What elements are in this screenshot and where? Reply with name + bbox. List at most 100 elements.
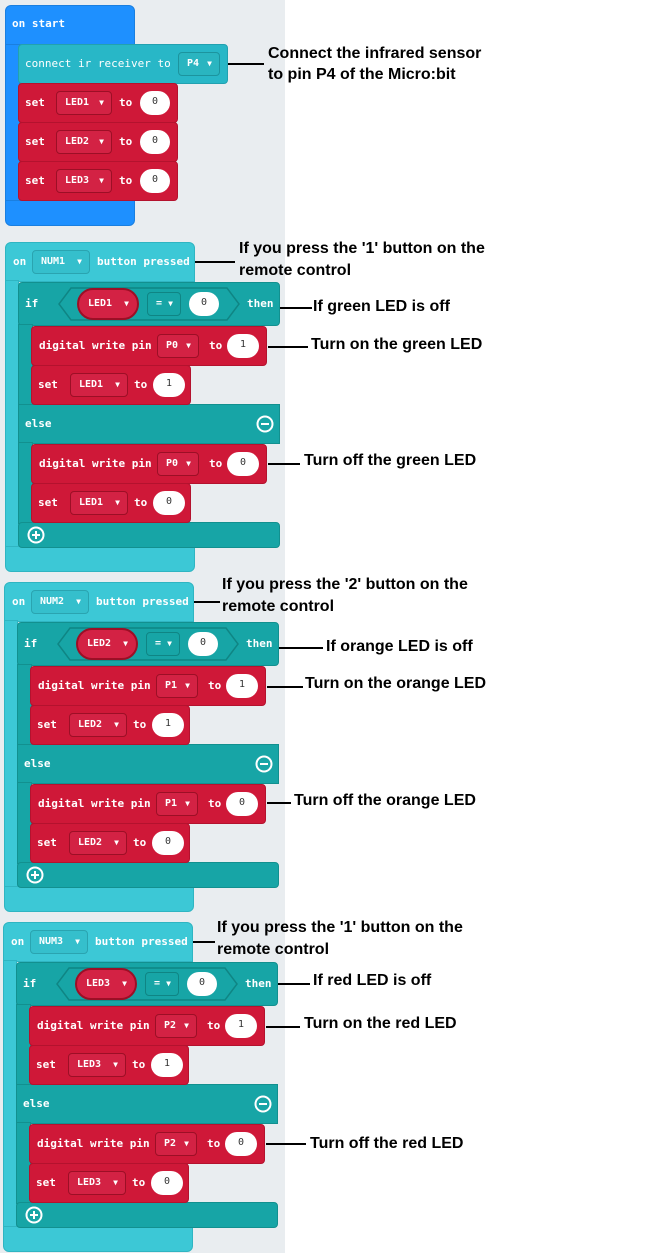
to-keyword: to [132, 1058, 146, 1071]
connector-line [267, 686, 303, 688]
connector-line [193, 941, 215, 943]
turn-on-annotation: Turn on the red LED [304, 1015, 494, 1035]
on-keyword: on [13, 255, 27, 268]
to-keyword: to [119, 174, 133, 187]
annotation-text: If orange LED is off [326, 638, 473, 655]
condition-variable-pill[interactable]: LED1 ▼ [77, 288, 139, 320]
to-keyword: to [134, 378, 148, 391]
else-keyword: else [24, 757, 51, 770]
caret-down-icon: ▼ [186, 459, 191, 468]
set-keyword: set [37, 836, 57, 849]
num3-annotation: If you press the '1' button on the remot… [217, 919, 487, 959]
annotation-text: Turn off the orange LED [294, 792, 476, 809]
pin-dropdown[interactable]: P0 ▼ [157, 452, 199, 476]
variable-dropdown[interactable]: LED2 ▼ [56, 130, 112, 154]
to-keyword: to [133, 836, 147, 849]
variable-dropdown[interactable]: LED1 ▼ [70, 373, 128, 397]
to-keyword: to [133, 718, 147, 731]
plus-circle-icon[interactable] [25, 1206, 43, 1224]
value-input[interactable]: 1 [153, 373, 185, 397]
operator-dropdown[interactable]: = ▼ [147, 292, 181, 316]
caret-down-icon: ▼ [99, 176, 104, 185]
plus-circle-icon[interactable] [26, 866, 44, 884]
variable-dropdown[interactable]: LED2 ▼ [69, 713, 127, 737]
caret-down-icon: ▼ [77, 257, 82, 266]
plus-circle-icon[interactable] [27, 526, 45, 544]
value-input[interactable]: 1 [152, 713, 184, 737]
digital-write-label: digital write pin [37, 1019, 150, 1032]
pin-dropdown[interactable]: P2 ▼ [155, 1014, 197, 1038]
operator-dropdown[interactable]: = ▼ [146, 632, 180, 656]
else-row [18, 404, 280, 444]
value-input[interactable]: 0 [140, 130, 170, 154]
minus-circle-icon[interactable] [256, 415, 274, 433]
annotation-text: remote control [222, 598, 335, 615]
variable-dropdown[interactable]: LED1 ▼ [56, 91, 112, 115]
condition-variable-pill[interactable]: LED2 ▼ [76, 628, 138, 660]
minus-circle-icon[interactable] [254, 1095, 272, 1113]
value-input[interactable]: 0 [152, 831, 184, 855]
on-keyword: on [12, 595, 26, 608]
value-input[interactable]: 1 [226, 674, 258, 698]
pin-dropdown[interactable]: P1 ▼ [156, 674, 198, 698]
set-keyword: set [38, 496, 58, 509]
value-input[interactable]: 1 [227, 334, 259, 358]
connect-annotation: Connect the infrared sensor to pin P4 of… [268, 45, 508, 85]
if-keyword: if [24, 637, 38, 650]
condition-value-input[interactable]: 0 [189, 292, 219, 316]
button-dropdown[interactable]: NUM3 ▼ [30, 930, 88, 954]
set-keyword: set [25, 174, 45, 187]
value-input[interactable]: 1 [151, 1053, 183, 1077]
value-input[interactable]: 0 [140, 91, 170, 115]
else-keyword: else [25, 417, 52, 430]
button-pressed-handler[interactable]: on NUM1 ▼ button pressed if LED1 ▼ = ▼ 0 t… [5, 242, 285, 574]
connector-line [266, 1143, 306, 1145]
value-input[interactable]: 1 [225, 1014, 257, 1038]
value-input[interactable]: 0 [225, 1132, 257, 1156]
annotation-text: If red LED is off [313, 972, 432, 989]
caret-down-icon: ▼ [113, 1060, 118, 1069]
variable-dropdown[interactable]: LED1 ▼ [70, 491, 128, 515]
operator-dropdown[interactable]: = ▼ [145, 972, 179, 996]
caret-down-icon: ▼ [114, 720, 119, 729]
caret-down-icon: ▼ [124, 299, 129, 308]
annotation-text: If you press the '2' button on the [222, 576, 468, 593]
on-start-label: on start [12, 17, 65, 30]
value-input[interactable]: 0 [140, 169, 170, 193]
to-keyword: to [208, 679, 222, 692]
condition-variable-pill[interactable]: LED3 ▼ [75, 968, 137, 1000]
caret-down-icon: ▼ [115, 380, 120, 389]
condition-value-input[interactable]: 0 [188, 632, 218, 656]
then-keyword: then [247, 297, 274, 310]
caret-down-icon: ▼ [114, 838, 119, 847]
annotation-text: Turn off the red LED [310, 1135, 464, 1152]
then-keyword: then [245, 977, 272, 990]
variable-dropdown[interactable]: LED3 ▼ [68, 1053, 126, 1077]
value-input[interactable]: 0 [227, 452, 259, 476]
value-input[interactable]: 0 [153, 491, 185, 515]
connect-pin-dropdown[interactable]: P4 ▼ [178, 52, 220, 76]
connector-line [195, 261, 235, 263]
condition-value-input[interactable]: 0 [187, 972, 217, 996]
pin-dropdown[interactable]: P1 ▼ [156, 792, 198, 816]
connect-ir-label: connect ir receiver to [25, 57, 171, 70]
annotation-text: Connect the infrared sensor [268, 45, 482, 62]
pin-dropdown[interactable]: P0 ▼ [157, 334, 199, 358]
value-input[interactable]: 0 [226, 792, 258, 816]
button-dropdown[interactable]: NUM2 ▼ [31, 590, 89, 614]
minus-circle-icon[interactable] [255, 755, 273, 773]
annotation-text: to pin P4 of the Micro:bit [268, 66, 456, 83]
caret-down-icon: ▼ [76, 597, 81, 606]
pin-dropdown[interactable]: P2 ▼ [155, 1132, 197, 1156]
to-keyword: to [209, 339, 223, 352]
value-input[interactable]: 0 [151, 1171, 183, 1195]
connector-line [268, 346, 308, 348]
button-pressed-handler[interactable]: on NUM2 ▼ button pressed if LED2 ▼ = ▼ 0 t… [4, 582, 284, 914]
caret-down-icon: ▼ [122, 979, 127, 988]
button-pressed-handler[interactable]: on NUM3 ▼ button pressed if LED3 ▼ = ▼ 0 t… [3, 922, 283, 1254]
variable-dropdown[interactable]: LED3 ▼ [68, 1171, 126, 1195]
variable-dropdown[interactable]: LED3 ▼ [56, 169, 112, 193]
button-dropdown[interactable]: NUM1 ▼ [32, 250, 90, 274]
variable-dropdown[interactable]: LED2 ▼ [69, 831, 127, 855]
annotation-text: Turn off the green LED [304, 452, 477, 469]
